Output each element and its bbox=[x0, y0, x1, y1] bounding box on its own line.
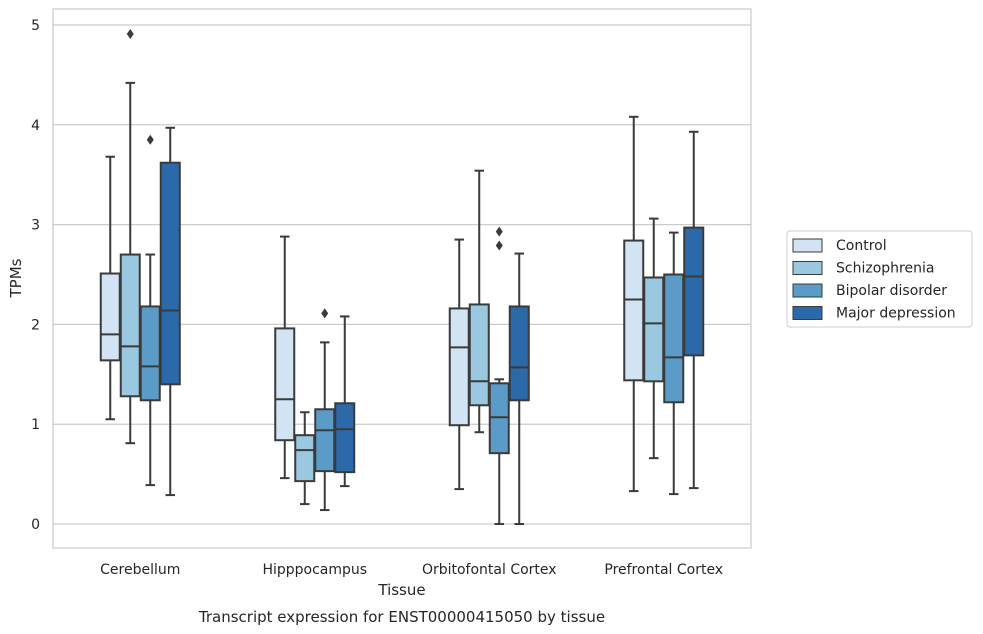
box-bipolar-disorder bbox=[663, 231, 685, 496]
legend-label: Schizophrenia bbox=[836, 261, 934, 277]
box-iqr bbox=[623, 239, 645, 382]
outlier-point bbox=[126, 28, 134, 39]
y-tick-label: 3 bbox=[31, 218, 40, 234]
box-bipolar-disorder bbox=[314, 308, 336, 512]
box-iqr bbox=[683, 226, 705, 357]
x-tick-label: Cerebellum bbox=[100, 562, 180, 578]
box-iqr bbox=[99, 272, 121, 362]
box-schizophrenia bbox=[294, 411, 316, 506]
box-control bbox=[448, 238, 470, 491]
grid-lines bbox=[53, 24, 751, 525]
box-major-depression bbox=[159, 126, 181, 497]
legend-label: Control bbox=[836, 238, 887, 254]
legend-swatch bbox=[792, 306, 823, 320]
legend-label: Major depression bbox=[836, 306, 956, 322]
box-control bbox=[274, 235, 296, 480]
box-iqr bbox=[448, 307, 470, 427]
box-iqr bbox=[334, 402, 356, 474]
box-iqr bbox=[159, 161, 181, 386]
y-tick-label: 2 bbox=[31, 317, 40, 333]
y-axis: 0 1 2 3 4 5 bbox=[31, 18, 40, 533]
box-schizophrenia bbox=[643, 217, 665, 460]
box-iqr bbox=[663, 273, 685, 404]
box-bipolar-disorder bbox=[488, 226, 510, 526]
box-control bbox=[99, 155, 121, 421]
box-major-depression bbox=[334, 315, 356, 488]
plot-area bbox=[99, 28, 705, 526]
plot-frame bbox=[52, 8, 752, 549]
box-iqr bbox=[508, 305, 530, 402]
x-axis: Cerebellum Hipppocampus Orbitofontal Corte… bbox=[100, 562, 723, 578]
box-iqr bbox=[274, 327, 296, 442]
x-tick-label: Orbitofontal Cortex bbox=[422, 562, 557, 578]
outlier-point bbox=[321, 308, 329, 319]
y-tick-label: 0 bbox=[31, 517, 40, 533]
box-iqr bbox=[643, 276, 665, 383]
box-schizophrenia bbox=[119, 28, 141, 445]
x-axis-label: Tissue bbox=[377, 581, 425, 599]
x-tick-label: Hipppocampus bbox=[262, 562, 367, 578]
legend-label: Bipolar disorder bbox=[836, 283, 947, 299]
legend-swatch bbox=[792, 261, 823, 275]
box-major-depression bbox=[683, 130, 705, 490]
y-tick-label: 1 bbox=[31, 417, 40, 433]
box-major-depression bbox=[508, 252, 530, 526]
y-axis-label: TPMs bbox=[7, 258, 25, 298]
box-iqr bbox=[314, 408, 336, 473]
box-iqr bbox=[119, 253, 141, 398]
outlier-point bbox=[146, 134, 154, 145]
legend-swatch bbox=[792, 238, 823, 253]
box-iqr bbox=[139, 305, 161, 402]
outlier-point bbox=[495, 240, 503, 251]
legend: Control Schizophrenia Bipolar disorder Majo… bbox=[786, 230, 973, 328]
box-control bbox=[623, 115, 645, 493]
legend-swatch bbox=[792, 283, 823, 298]
box-iqr bbox=[468, 303, 490, 407]
y-tick-label: 5 bbox=[31, 18, 40, 34]
outlier-point bbox=[495, 226, 503, 237]
x-tick-label: Prefrontal Cortex bbox=[604, 562, 723, 578]
y-tick-label: 4 bbox=[31, 118, 40, 134]
chart-caption: Transcript expression for ENST0000041505… bbox=[198, 608, 605, 626]
box-iqr bbox=[294, 434, 316, 483]
box-schizophrenia bbox=[468, 169, 490, 434]
legend-frame bbox=[786, 230, 973, 328]
box-bipolar-disorder bbox=[139, 134, 161, 487]
